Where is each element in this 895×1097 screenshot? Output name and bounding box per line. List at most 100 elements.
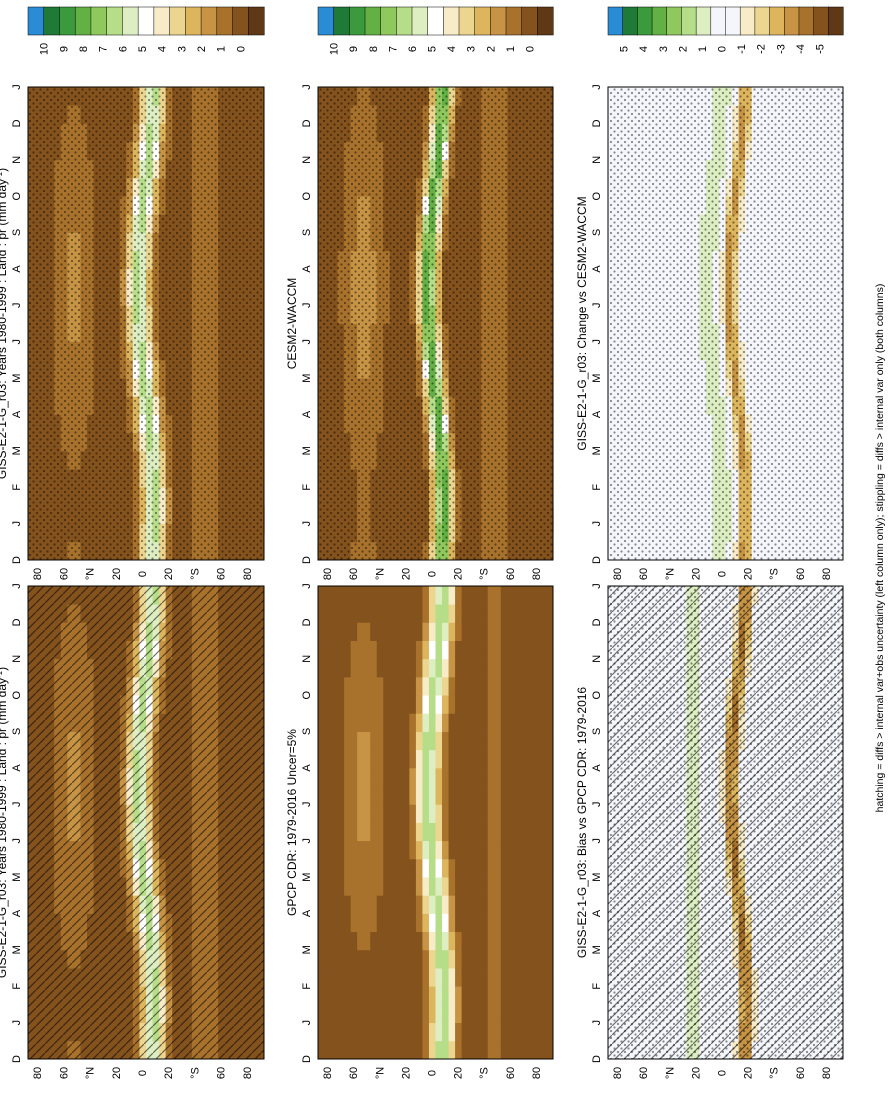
colorbar-swatch bbox=[59, 6, 76, 36]
heatmap-cell bbox=[507, 1040, 515, 1060]
heatmap-cell bbox=[442, 1040, 449, 1060]
heatmap-cell bbox=[350, 968, 358, 987]
heatmap-cell bbox=[474, 986, 482, 1005]
heatmap-cell bbox=[546, 804, 554, 823]
heatmap-cell bbox=[350, 895, 358, 914]
month-tick-label: D bbox=[11, 1055, 23, 1063]
month-tick-label: A bbox=[11, 265, 23, 273]
heatmap-cell bbox=[331, 749, 338, 769]
heatmap-cell bbox=[318, 749, 325, 769]
month-tick-label: A bbox=[301, 909, 313, 917]
month-tick-label: J bbox=[301, 303, 313, 309]
colorbar-swatch bbox=[521, 6, 538, 36]
month-tick-label: M bbox=[301, 945, 313, 954]
panel-title-close: ) bbox=[0, 168, 9, 172]
heatmap-cell bbox=[318, 622, 325, 641]
heatmap-cell bbox=[474, 1040, 482, 1060]
heatmap-cell bbox=[357, 767, 365, 787]
panel-title-text: CESM2-WACCM bbox=[285, 278, 299, 370]
heatmap-cell bbox=[500, 604, 508, 623]
heatmap-cell bbox=[409, 658, 417, 678]
heatmap-cell bbox=[370, 931, 378, 951]
heatmap-cell bbox=[318, 949, 325, 969]
heatmap-cell bbox=[520, 604, 528, 623]
heatmap-cell bbox=[337, 749, 345, 769]
heatmap-cell bbox=[357, 949, 365, 969]
heatmap-cell bbox=[324, 931, 332, 951]
heatmap-cell bbox=[461, 713, 469, 732]
colorbar-tick-label: 2 bbox=[485, 46, 497, 52]
heatmap-cell bbox=[507, 895, 515, 914]
heatmap-cell bbox=[526, 804, 534, 823]
heatmap-cell bbox=[468, 622, 476, 641]
month-tick-label: A bbox=[11, 764, 23, 772]
heatmap-cell bbox=[481, 1004, 489, 1024]
heatmap-cell bbox=[474, 877, 482, 896]
heatmap-cell bbox=[520, 858, 528, 878]
heatmap-cell bbox=[533, 640, 541, 660]
heatmap-cell bbox=[500, 676, 508, 696]
heatmap-cell bbox=[539, 713, 547, 732]
latitude-tick-label: 80 bbox=[242, 568, 254, 580]
colorbar-tick-label: 8 bbox=[368, 46, 380, 52]
heatmap-cell bbox=[494, 822, 502, 842]
latitude-tick-label: 0 bbox=[137, 1070, 149, 1076]
heatmap-cell bbox=[520, 1040, 528, 1060]
heatmap-cell bbox=[318, 767, 325, 787]
heatmap-cell bbox=[363, 840, 371, 860]
colorbar-tick-label: 4 bbox=[446, 46, 458, 52]
heatmap-cell bbox=[409, 767, 417, 787]
heatmap-cell bbox=[481, 604, 489, 623]
heatmap-cell bbox=[487, 622, 495, 641]
heatmap-cell bbox=[428, 658, 436, 678]
panel-title: GPCP CDR: 1979-2016 Uncer=5% bbox=[285, 729, 299, 916]
heatmap-cell bbox=[500, 968, 508, 987]
latitude-tick-label: 80 bbox=[531, 1067, 543, 1079]
heatmap-cell bbox=[487, 731, 495, 751]
heatmap-cell bbox=[533, 586, 541, 605]
heatmap-cell bbox=[513, 913, 521, 933]
colorbar-top-right: 10 9 8 7 6 5 4 3 2 1 0 bbox=[27, 6, 265, 55]
heatmap-cell bbox=[396, 913, 404, 933]
heatmap-cell bbox=[507, 676, 515, 696]
heatmap-cell bbox=[461, 877, 469, 896]
heatmap-cell bbox=[487, 822, 495, 842]
heatmap-cell bbox=[435, 695, 443, 714]
heatmap-cell bbox=[520, 877, 528, 896]
heatmap-cell bbox=[337, 840, 345, 860]
heatmap-cell bbox=[415, 840, 423, 860]
heatmap-cell bbox=[409, 968, 417, 987]
heatmap-cell bbox=[474, 622, 482, 641]
heatmap-cell bbox=[455, 877, 463, 896]
heatmap-cell bbox=[448, 749, 456, 769]
heatmap-cell bbox=[415, 786, 423, 805]
heatmap-cell bbox=[474, 949, 482, 969]
month-tick-label: O bbox=[301, 191, 313, 200]
colorbar-tick-label: 10 bbox=[329, 43, 341, 55]
heatmap-cell bbox=[350, 658, 358, 678]
heatmap-cell bbox=[389, 749, 397, 769]
heatmap-cell bbox=[370, 1004, 378, 1024]
heatmap-cell bbox=[468, 931, 476, 951]
heatmap-cell bbox=[422, 640, 430, 660]
heatmap-cell bbox=[383, 749, 391, 769]
heatmap-cell bbox=[481, 658, 489, 678]
heatmap-cell bbox=[461, 658, 469, 678]
heatmap-cell bbox=[428, 586, 436, 605]
heatmap-cell bbox=[318, 931, 325, 951]
latitude-tick-label: 80 bbox=[242, 1067, 254, 1079]
heatmap-cell bbox=[533, 1022, 541, 1042]
heatmap-cell bbox=[481, 676, 489, 696]
heatmap-cell bbox=[500, 640, 508, 660]
heatmap-cell bbox=[526, 858, 534, 878]
heatmap-cell bbox=[546, 604, 554, 623]
heatmap-cell bbox=[376, 604, 384, 623]
heatmap-cell bbox=[363, 676, 371, 696]
heatmap-cell bbox=[389, 949, 397, 969]
heatmap-cell bbox=[520, 695, 528, 714]
latitude-tick-label: 80 bbox=[531, 568, 543, 580]
heatmap-cell bbox=[396, 640, 404, 660]
heatmap-cell bbox=[487, 968, 495, 987]
heatmap-cell bbox=[474, 822, 482, 842]
heatmap-cell bbox=[546, 968, 554, 987]
